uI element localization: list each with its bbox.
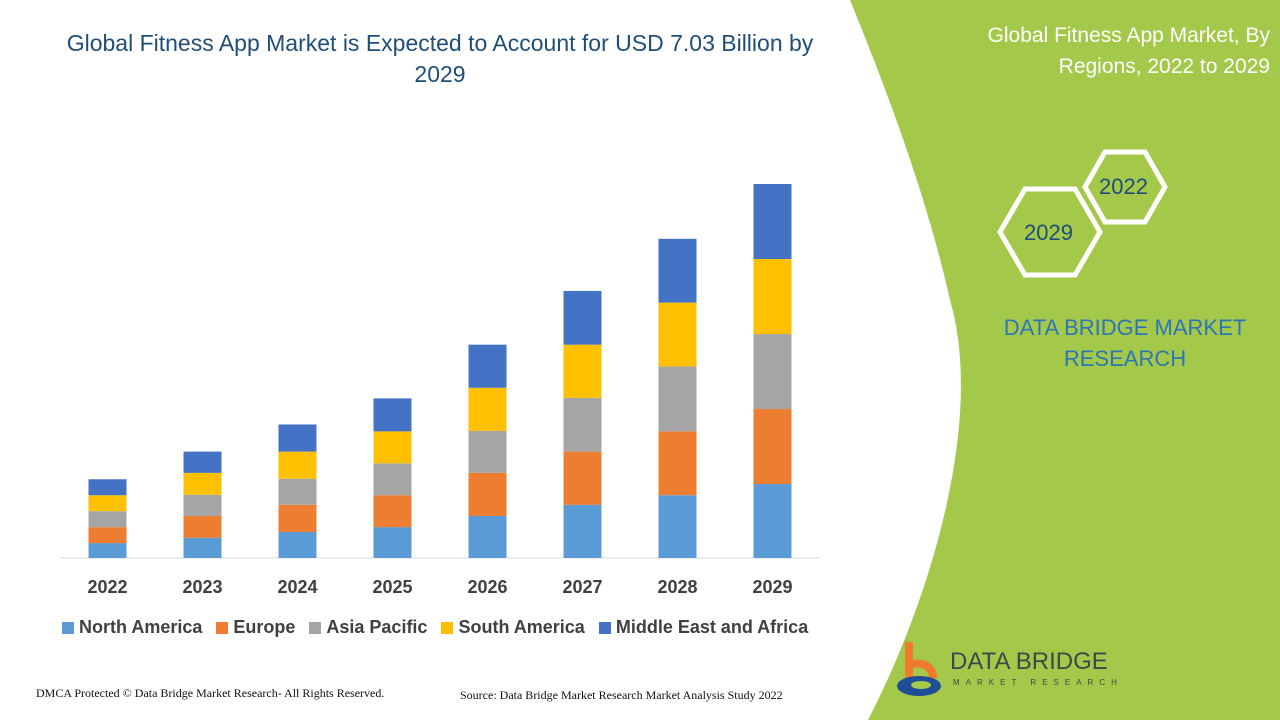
stacked-bar-chart: 2022 2023 2024 2025 2026 2027 2028 2029 — [60, 184, 820, 597]
bar-segment — [658, 366, 697, 432]
bar-segment — [88, 479, 127, 496]
x-tick-label: 2027 — [562, 577, 602, 597]
bar-segment — [183, 494, 222, 516]
logo-name: DATA BRIDGE — [950, 648, 1108, 675]
x-tick-label: 2028 — [657, 577, 697, 597]
logo-subtitle: MARKET RESEARCH — [953, 678, 1123, 687]
side-title: Global Fitness App Market, By Regions, 2… — [987, 24, 1270, 78]
hex-year-2022: 2022 — [1099, 174, 1148, 199]
footer-copyright: DMCA Protected © Data Bridge Market Rese… — [36, 686, 385, 700]
x-tick-label: 2025 — [372, 577, 412, 597]
bar-segment — [563, 344, 602, 398]
bar-segment — [753, 409, 792, 485]
logo-icon — [897, 642, 941, 696]
bar-segment — [753, 184, 792, 260]
bar-segment — [183, 472, 222, 495]
bar-segment — [278, 531, 317, 558]
brand-text: DATA BRIDGE MARKET RESEARCH — [1003, 315, 1247, 371]
bar-segment — [658, 238, 697, 303]
bar-segment — [373, 431, 412, 464]
bar-segment — [468, 430, 507, 473]
bar-segment — [468, 387, 507, 431]
hexagon-2029 — [997, 186, 1103, 278]
x-tick-label: 2022 — [87, 577, 127, 597]
legend-item: Europe — [216, 617, 295, 638]
bar-segment — [88, 511, 127, 528]
bar-segment — [373, 495, 412, 528]
bar-segment — [658, 495, 697, 558]
bar-segment — [183, 451, 222, 473]
hexagon-2022 — [1082, 149, 1168, 225]
bar-segment — [468, 472, 507, 516]
bar-segment — [753, 334, 792, 410]
legend-item: Asia Pacific — [309, 617, 427, 638]
bar-segment — [88, 527, 127, 544]
hex-year-2029: 2029 — [1024, 220, 1073, 245]
bar-segment — [278, 451, 317, 479]
bar-segment — [373, 463, 412, 496]
bar-segment — [753, 259, 792, 335]
bar-segment — [563, 451, 602, 505]
x-tick-label: 2026 — [467, 577, 507, 597]
bar-segment — [468, 344, 507, 388]
bar-segment — [373, 527, 412, 558]
green-side-panel — [850, 0, 1280, 720]
bar-segment — [563, 397, 602, 452]
bar-segment — [278, 504, 317, 532]
chart-title: Global Fitness App Market is Expected to… — [66, 30, 814, 87]
bar-segment — [658, 431, 697, 496]
bar-segment — [658, 302, 697, 367]
bar-segment — [563, 290, 602, 345]
bar-segment — [753, 484, 792, 558]
legend-item: South America — [441, 617, 585, 638]
x-tick-label: 2024 — [277, 577, 317, 597]
bar-segment — [278, 424, 317, 452]
bar-segment — [373, 398, 412, 432]
bar-segment — [88, 495, 127, 512]
x-tick-label: 2029 — [752, 577, 792, 597]
legend-item: Middle East and Africa — [598, 617, 808, 638]
x-tick-label: 2023 — [182, 577, 222, 597]
legend: North America Europe Asia Pacific South … — [62, 617, 808, 638]
bar-segment — [563, 504, 602, 558]
bar-segment — [468, 515, 507, 558]
bar-segment — [183, 515, 222, 538]
footer-source: Source: Data Bridge Market Research Mark… — [460, 688, 783, 702]
legend-item: North America — [62, 617, 202, 638]
bar-segment — [183, 537, 222, 558]
bar-segment — [88, 543, 127, 558]
bar-segment — [278, 478, 317, 505]
